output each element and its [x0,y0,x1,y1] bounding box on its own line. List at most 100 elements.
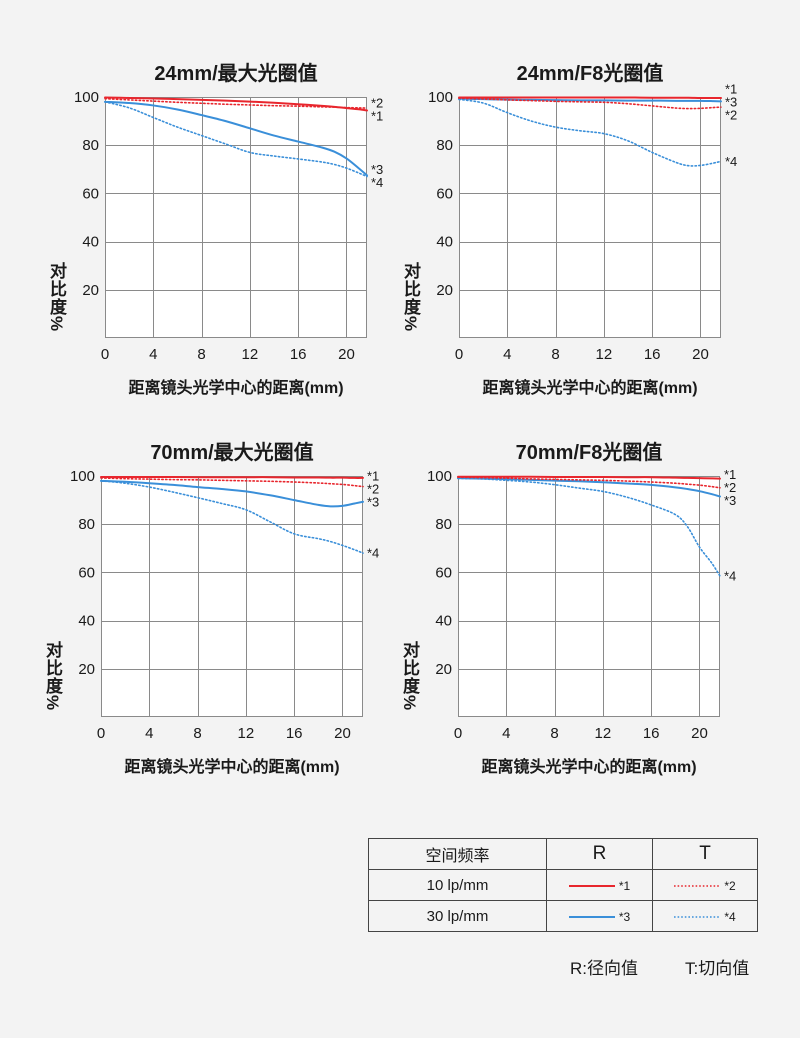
series-line-mtf-4 [457,477,721,577]
y-axis-label: 对比度% [400,641,419,712]
series-end-label: *4 [371,175,383,190]
legend-header-radial: R [546,838,653,870]
y-axis-label: 对比度% [401,262,420,333]
x-tick-label: 16 [286,725,303,742]
series-line-mtf-1 [457,475,721,480]
series-end-label: *1 [371,108,383,123]
x-axis-label: 距离镜头光学中心的距离(mm) [128,380,344,397]
x-tick-label: 0 [97,725,105,742]
series-line-mtf-1 [458,96,722,99]
y-tick-label: 60 [436,185,453,202]
x-tick-label: 12 [595,725,612,742]
y-tick-label: 80 [436,137,453,154]
x-tick-label: 12 [242,346,259,363]
plot-area [459,97,721,338]
x-axis-label: 距离镜头光学中心的距离(mm) [481,759,697,776]
series-end-label: *1 [724,467,736,482]
dotted-line-swatch [674,915,721,918]
series-end-label: *2 [725,108,737,123]
series-line-mtf-3 [104,100,368,177]
mtf-chart-70mm-max-aperture: 70mm/最大光圈值 0 4 8 12 16 20 20 40 60 80 100 *1 *2 *3 *4 … [26,434,393,784]
series-end-label: *4 [367,546,379,561]
y-tick-label: 20 [78,661,95,678]
plot-border [105,97,367,338]
x-tick-label: 0 [455,346,463,363]
y-tick-label: 100 [74,89,99,106]
x-tick-label: 16 [643,725,660,742]
mtf-plot: 0 4 8 12 16 20 20 40 60 80 100 *2*1 *3*4 [74,89,383,363]
x-axis-label: 距离镜头光学中心的距离(mm) [482,380,698,397]
mtf-plot: 0 4 8 12 16 20 20 40 60 80 100 *1*3*2 *4 [428,82,737,363]
y-tick-label: 60 [78,564,95,581]
chart-title: 24mm/F8光圈值 [516,63,664,85]
legend-header-tangential: T [652,838,758,870]
y-tick-label: 100 [70,468,95,485]
y-tick-label: 80 [435,516,452,533]
y-tick-label: 80 [82,137,99,154]
y-tick-label: 20 [82,282,99,299]
plot-area [105,97,367,338]
series-line-mtf-4 [458,98,722,167]
x-tick-label: 8 [193,725,201,742]
legend-frequency: 10 lp/mm [368,869,547,901]
mtf-chart-24mm-f8: 24mm/F8光圈值 0 4 8 12 16 20 20 40 60 80 100 *1 *3 *2 *4 … [384,55,751,405]
radial-note: R:径向值 [570,959,638,978]
y-tick-label: 40 [78,613,95,630]
series-end-label: *3 [371,162,383,177]
x-tick-label: 20 [691,725,708,742]
series-end-label: *3 [724,493,736,508]
series-end-label: *2 [367,481,379,496]
plot-area [101,476,363,717]
x-tick-label: 0 [454,725,462,742]
x-tick-label: 20 [334,725,351,742]
legend-table: 空间频率 R T 10 lp/mm *1 *2 30 lp/mm *3 *4 [368,838,758,932]
chart-title: 70mm/最大光圈值 [150,442,314,464]
x-tick-label: 20 [338,346,355,363]
x-tick-label: 8 [550,725,558,742]
mtf-plot: 0 4 8 12 16 20 20 40 60 80 100 *1*2*3 *4 [427,467,736,742]
x-tick-label: 4 [149,346,157,363]
legend-series-label: *4 [724,909,736,924]
legend-row: 30 lp/mm *3 *4 [368,900,758,932]
legend-header-frequency: 空间频率 [368,838,547,870]
y-tick-label: 100 [427,468,452,485]
legend-row: 10 lp/mm *1 *2 [368,869,758,901]
legend-tangential-cell: *4 [652,900,758,932]
x-tick-label: 16 [644,346,661,363]
mtf-chart-70mm-f8: 70mm/F8光圈值 0 4 8 12 16 20 20 40 60 80 100 *1 *2 *3 *4 … [383,434,750,784]
x-tick-label: 8 [551,346,559,363]
series-line-mtf-2 [457,476,721,489]
chart-title: 70mm/F8光圈值 [515,442,663,464]
y-tick-label: 40 [435,613,452,630]
solid-line-swatch [568,915,615,918]
x-tick-label: 12 [238,725,255,742]
x-tick-label: 4 [503,346,511,363]
series-line-mtf-2 [100,477,364,488]
mtf-chart-24mm-max-aperture: 24mm/最大光圈值 0 4 8 12 16 20 20 40 60 80 100 *2 *1 *3 *4 … [30,55,397,405]
x-tick-label: 4 [502,725,510,742]
series-end-label: *4 [725,154,737,169]
series-line-mtf-1 [104,96,368,112]
series-line-mtf-4 [104,101,368,178]
series-end-label: *2 [724,480,736,495]
tangential-note: T:切向值 [685,959,750,978]
series-line-mtf-2 [458,97,722,110]
y-axis-label: 对比度% [43,641,62,712]
y-tick-label: 40 [436,234,453,251]
series-end-label: *4 [724,569,736,584]
legend-tangential-cell: *2 [652,869,758,901]
legend-series-label: *3 [618,909,631,924]
series-end-label: *1 [725,82,737,97]
x-tick-label: 12 [596,346,613,363]
y-tick-label: 40 [82,234,99,251]
series-end-label: *1 [367,468,379,483]
legend-header-row: 空间频率 R T [368,838,758,870]
x-axis-label: 距离镜头光学中心的距离(mm) [124,759,340,776]
x-tick-label: 0 [101,346,109,363]
series-line-mtf-4 [100,480,364,554]
solid-line-swatch [568,884,615,887]
y-tick-label: 80 [78,516,95,533]
y-tick-label: 60 [82,185,99,202]
plot-area [458,476,720,717]
dotted-line-swatch [674,884,721,887]
